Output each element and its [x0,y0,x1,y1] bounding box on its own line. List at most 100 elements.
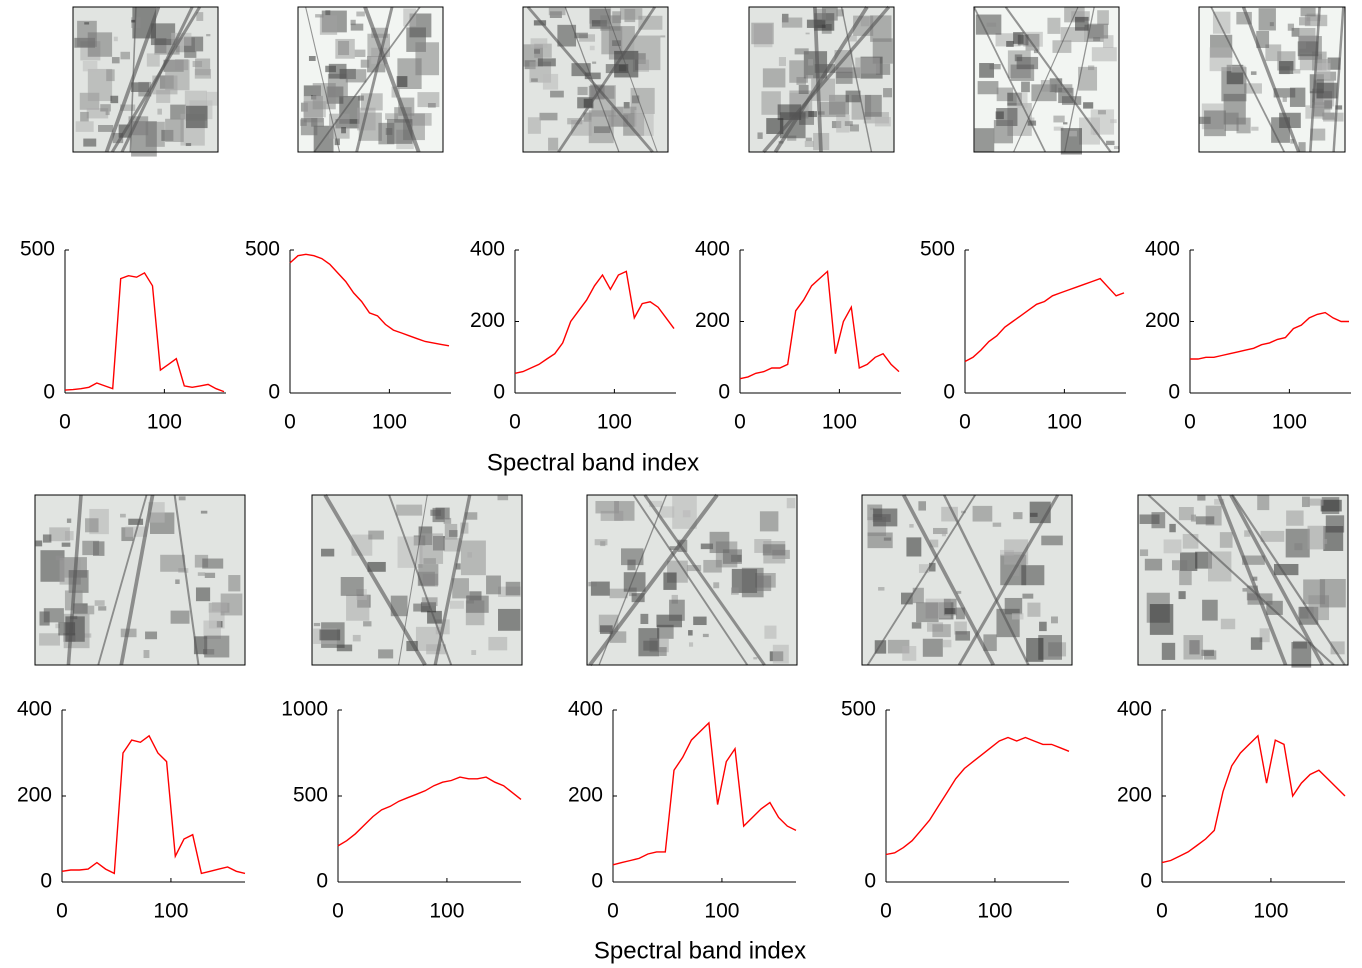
image-texture [1297,41,1319,57]
image-texture [363,6,421,153]
x-tick-label: 100 [597,411,632,434]
image-texture [455,563,461,570]
image-texture [1214,498,1225,505]
image-texture [1258,8,1276,31]
image-texture [498,608,521,631]
image-texture [1300,7,1316,17]
image-texture [808,111,817,118]
image-texture [202,558,224,569]
image-texture [80,111,89,122]
image-texture [385,113,399,120]
y-tick-label: 0 [1140,870,1152,893]
image-texture [319,15,338,35]
image-texture [956,590,962,594]
image-texture [1093,37,1101,42]
data-line [61,734,246,875]
image-texture [1195,516,1215,525]
image-texture [577,86,588,96]
image-texture [1304,14,1328,27]
image-texture [840,6,873,153]
image-texture [178,496,186,501]
image-texture [305,6,341,153]
image-texture [973,6,1047,153]
image-texture [449,600,464,609]
image-texture [1252,576,1258,581]
image-texture [848,35,857,42]
image-texture [1075,16,1089,31]
image [973,6,1120,155]
image-texture [819,101,846,118]
image-texture [1041,535,1063,546]
image-texture [922,638,943,657]
image-texture [1251,126,1259,131]
image-texture [143,650,150,659]
image-texture [119,494,155,666]
image-texture [1309,6,1321,153]
image-texture [150,23,176,46]
image-texture [977,81,999,95]
image-texture [534,49,541,54]
image-texture [669,599,685,621]
image-texture [918,564,930,573]
image-texture [812,6,823,153]
image-texture [1113,146,1119,150]
image-texture [350,19,356,26]
image-texture [583,112,592,122]
y-tick-label: 200 [695,309,730,332]
image-texture [1319,578,1346,608]
x-tick-label: 0 [734,411,746,434]
image-texture [688,642,694,647]
image-texture [1189,640,1200,655]
image-texture [1314,63,1331,80]
x-tick-label: 0 [1156,900,1168,923]
image-texture [649,500,663,508]
image-texture [671,594,678,604]
image-texture [1242,588,1248,592]
image-texture [1151,512,1166,529]
image-texture [786,497,796,509]
image-texture [113,36,118,42]
image-texture [327,73,348,98]
image-texture [1217,494,1288,666]
image-texture [196,12,204,21]
x-tick-label: 100 [1047,411,1082,434]
image-texture [1208,551,1232,582]
image-texture [211,602,228,612]
image-texture [1307,525,1326,550]
image-texture [588,581,597,587]
image-texture [1139,514,1160,524]
image-texture [1139,549,1149,557]
image-texture [1204,110,1226,137]
image [748,5,895,154]
image-texture [1320,499,1342,512]
image-texture [757,575,772,592]
image-texture [1299,17,1311,26]
image-texture [120,513,126,518]
image-texture [321,548,335,557]
image-texture [175,579,180,584]
image-texture [160,554,185,572]
data-line [612,721,797,866]
x-tick-label: 100 [822,411,857,434]
image-texture [1219,532,1233,548]
image-texture [1053,126,1064,131]
x-tick-label: 100 [1253,900,1288,923]
image-texture [1310,128,1326,141]
image-texture [598,494,668,666]
image-texture [883,88,893,98]
image-texture [228,575,241,592]
image-texture [35,540,43,547]
image-texture [49,527,70,542]
image-texture [55,555,64,561]
image-border [973,6,1120,153]
image-texture [1298,142,1306,153]
image-texture [1061,96,1082,105]
image-texture [1256,30,1270,49]
image-texture [1063,122,1068,125]
x-tick-label: 0 [509,411,521,434]
image-texture [855,57,880,74]
image-texture [808,59,814,66]
y-tick-label: 0 [718,381,730,404]
image-texture [186,105,208,129]
image-texture [152,75,178,95]
